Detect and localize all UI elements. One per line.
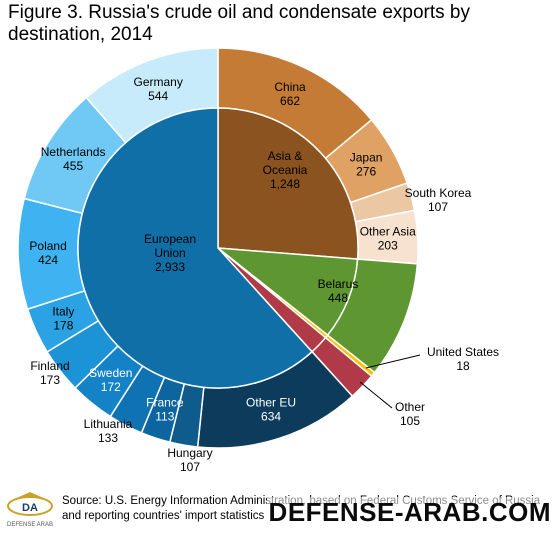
label-pie-european-union: European Union 2,933: [144, 232, 196, 274]
label-ring-other: Other 105: [395, 400, 425, 428]
label-ring-south-korea: South Korea 107: [405, 186, 472, 214]
label-ring-sweden: Sweden 172: [89, 366, 132, 394]
leader-lines: [359, 354, 421, 409]
inner-pie: [77, 107, 359, 389]
label-ring-italy: Italy 178: [52, 305, 74, 333]
label-pie-asia-oceania: Asia & Oceania 1,248: [263, 149, 308, 191]
svg-text:DEFENSE ARAB: DEFENSE ARAB: [7, 522, 53, 528]
label-ring-other-eu: Other EU 634: [246, 396, 296, 424]
label-ring-poland: Poland 424: [29, 239, 66, 267]
watermark: DEFENSE-ARAB.COM: [266, 497, 553, 528]
leader-line-other: [359, 381, 393, 409]
label-ring-hungary: Hungary 107: [167, 446, 212, 474]
site-logo: DA DEFENSE ARAB: [4, 488, 56, 535]
pie-slice-european-union: [77, 107, 314, 389]
svg-text:DA: DA: [22, 502, 38, 514]
slice-labels: China 662 Japan 276 South Korea 107 Other Asia…: [29, 75, 499, 474]
label-ring-china: China 662: [274, 80, 306, 108]
label-ring-netherlands: Netherlands 455: [41, 145, 106, 173]
label-ring-france: France 113: [146, 395, 184, 423]
label-pie-belarus: Belarus 448: [318, 277, 359, 305]
pie-slice-belarus: [215, 247, 359, 337]
label-ring-lithuania: Lithuania 133: [84, 417, 133, 445]
pie-slice-asia-oceania: [217, 107, 359, 260]
label-ring-japan: Japan 276: [350, 151, 383, 179]
outer-ring: [17, 47, 419, 449]
leader-line-united-states: [365, 354, 421, 369]
label-ring-finland: Finland 173: [30, 359, 69, 387]
label-ring-germany: Germany 544: [133, 75, 182, 103]
chart-title: Figure 3. Russia's crude oil and condens…: [8, 2, 470, 45]
label-ring-united-states: United States 18: [427, 345, 499, 373]
label-ring-other-asia: Other Asia 203: [360, 225, 416, 253]
